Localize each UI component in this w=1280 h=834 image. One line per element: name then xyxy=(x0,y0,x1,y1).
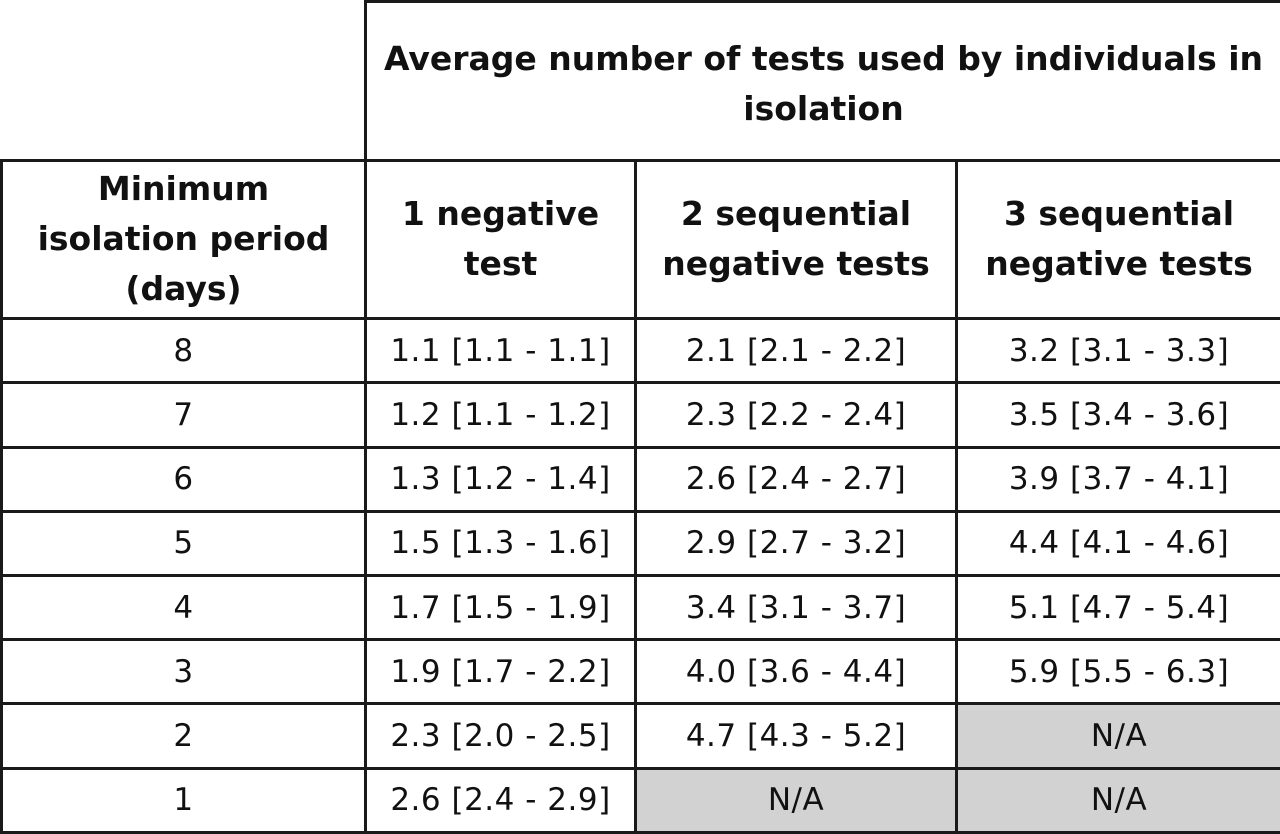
table-row: 5 1.5 [1.3 - 1.6] 2.9 [2.7 - 3.2] 4.4 [4… xyxy=(0,509,1280,578)
days-cell: 7 xyxy=(0,381,367,449)
corner-cell xyxy=(1,1,367,162)
na-cell: N/A xyxy=(954,766,1280,834)
value-cell: 5.9 [5.5 - 6.3] xyxy=(954,638,1280,706)
value-cell: 3.9 [3.7 - 4.1] xyxy=(954,445,1280,513)
value-cell: 2.6 [2.4 - 2.9] xyxy=(364,766,637,834)
value-cell: 1.1 [1.1 - 1.1] xyxy=(364,317,637,385)
days-cell: 3 xyxy=(0,638,367,706)
days-cell: 6 xyxy=(0,445,367,513)
value-cell: 1.5 [1.3 - 1.6] xyxy=(364,509,637,578)
value-cell: 3.2 [3.1 - 3.3] xyxy=(954,317,1280,385)
value-cell: 3.4 [3.1 - 3.7] xyxy=(634,573,958,642)
column-header-3: 3 sequential negative tests xyxy=(954,158,1280,321)
days-cell: 5 xyxy=(0,509,367,578)
table-row: 6 1.3 [1.2 - 1.4] 2.6 [2.4 - 2.7] 3.9 [3… xyxy=(0,445,1280,513)
table-row: 2 2.3 [2.0 - 2.5] 4.7 [4.3 - 5.2] N/A xyxy=(0,702,1280,770)
table-row: 7 1.2 [1.1 - 1.2] 2.3 [2.2 - 2.4] 3.5 [3… xyxy=(0,381,1280,449)
days-cell: 1 xyxy=(0,766,367,834)
days-cell: 4 xyxy=(0,573,367,642)
column-header-1: 1 negative test xyxy=(364,158,637,321)
value-cell: 1.3 [1.2 - 1.4] xyxy=(364,445,637,513)
na-cell: N/A xyxy=(954,702,1280,770)
value-cell: 2.3 [2.0 - 2.5] xyxy=(364,702,637,770)
days-cell: 2 xyxy=(0,702,367,770)
value-cell: 2.3 [2.2 - 2.4] xyxy=(634,381,958,449)
column-header-row: Minimum isolation period (days) 1 negati… xyxy=(0,158,1280,321)
table-row: 3 1.9 [1.7 - 2.2] 4.0 [3.6 - 4.4] 5.9 [5… xyxy=(0,638,1280,706)
value-cell: 4.0 [3.6 - 4.4] xyxy=(634,638,958,706)
value-cell: 1.2 [1.1 - 1.2] xyxy=(364,381,637,449)
value-cell: 1.7 [1.5 - 1.9] xyxy=(364,573,637,642)
group-header: Average number of tests used by individu… xyxy=(363,0,1280,162)
value-cell: 5.1 [4.7 - 5.4] xyxy=(954,573,1280,642)
column-header-2: 2 sequential negative tests xyxy=(634,158,958,321)
na-cell: N/A xyxy=(634,766,958,834)
table-row: 4 1.7 [1.5 - 1.9] 3.4 [3.1 - 3.7] 5.1 [4… xyxy=(0,573,1280,642)
table-row: 8 1.1 [1.1 - 1.1] 2.1 [2.1 - 2.2] 3.2 [3… xyxy=(0,317,1280,385)
value-cell: 4.7 [4.3 - 5.2] xyxy=(634,702,958,770)
value-cell: 2.9 [2.7 - 3.2] xyxy=(634,509,958,578)
value-cell: 1.9 [1.7 - 2.2] xyxy=(364,638,637,706)
table-row: 1 2.6 [2.4 - 2.9] N/A N/A xyxy=(0,766,1280,834)
value-cell: 3.5 [3.4 - 3.6] xyxy=(954,381,1280,449)
group-header-row: Average number of tests used by individu… xyxy=(1,0,1280,162)
row-header: Minimum isolation period (days) xyxy=(0,158,367,321)
value-cell: 2.1 [2.1 - 2.2] xyxy=(634,317,958,385)
days-cell: 8 xyxy=(0,317,367,385)
value-cell: 4.4 [4.1 - 4.6] xyxy=(954,509,1280,578)
value-cell: 2.6 [2.4 - 2.7] xyxy=(634,445,958,513)
